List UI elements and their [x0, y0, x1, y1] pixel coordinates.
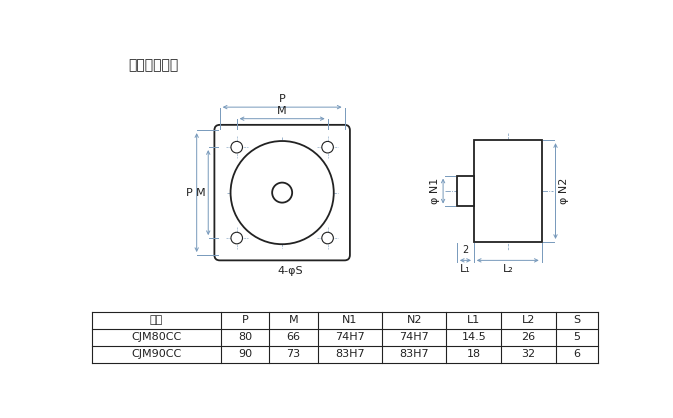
Text: 14.5: 14.5 [462, 332, 486, 342]
Text: P: P [186, 188, 193, 198]
Text: 80: 80 [238, 332, 252, 342]
Text: N1: N1 [342, 316, 357, 326]
Text: L₂: L₂ [502, 264, 513, 274]
Bar [92, 312, 598, 363]
Circle shape [231, 141, 334, 244]
Text: 74H7: 74H7 [335, 332, 365, 342]
Circle shape [322, 141, 333, 153]
Text: φ N1: φ N1 [430, 178, 440, 204]
Circle shape [272, 183, 292, 203]
Bar [474, 140, 542, 242]
Bar [457, 176, 474, 206]
Text: 中间级减速器: 中间级减速器 [128, 58, 178, 72]
Text: CJM80CC: CJM80CC [131, 332, 182, 342]
FancyBboxPatch shape [215, 125, 350, 260]
Text: M: M [196, 188, 205, 198]
Text: CJM90CC: CJM90CC [131, 349, 182, 359]
Text: L₁: L₁ [460, 264, 471, 274]
Circle shape [231, 232, 242, 244]
Text: 74H7: 74H7 [399, 332, 429, 342]
Text: 83H7: 83H7 [335, 349, 365, 359]
Text: M: M [277, 106, 287, 116]
Text: 26: 26 [522, 332, 536, 342]
Text: 5: 5 [573, 332, 580, 342]
Text: 66: 66 [286, 332, 300, 342]
Text: 83H7: 83H7 [399, 349, 429, 359]
Text: P: P [242, 316, 248, 326]
Text: L2: L2 [522, 316, 535, 326]
Text: φ N2: φ N2 [559, 178, 569, 204]
Text: 32: 32 [522, 349, 536, 359]
Text: 90: 90 [238, 349, 252, 359]
Text: S: S [573, 316, 581, 326]
Circle shape [231, 141, 242, 153]
Text: M: M [289, 316, 298, 326]
Text: L1: L1 [467, 316, 481, 326]
Text: 4-φS: 4-φS [277, 266, 303, 276]
Circle shape [322, 232, 333, 244]
Text: 73: 73 [286, 349, 300, 359]
Text: P: P [279, 94, 285, 104]
Text: N2: N2 [406, 316, 422, 326]
Text: 2: 2 [462, 245, 468, 255]
Text: 18: 18 [467, 349, 481, 359]
Text: 型号: 型号 [150, 316, 163, 326]
Text: 6: 6 [573, 349, 580, 359]
